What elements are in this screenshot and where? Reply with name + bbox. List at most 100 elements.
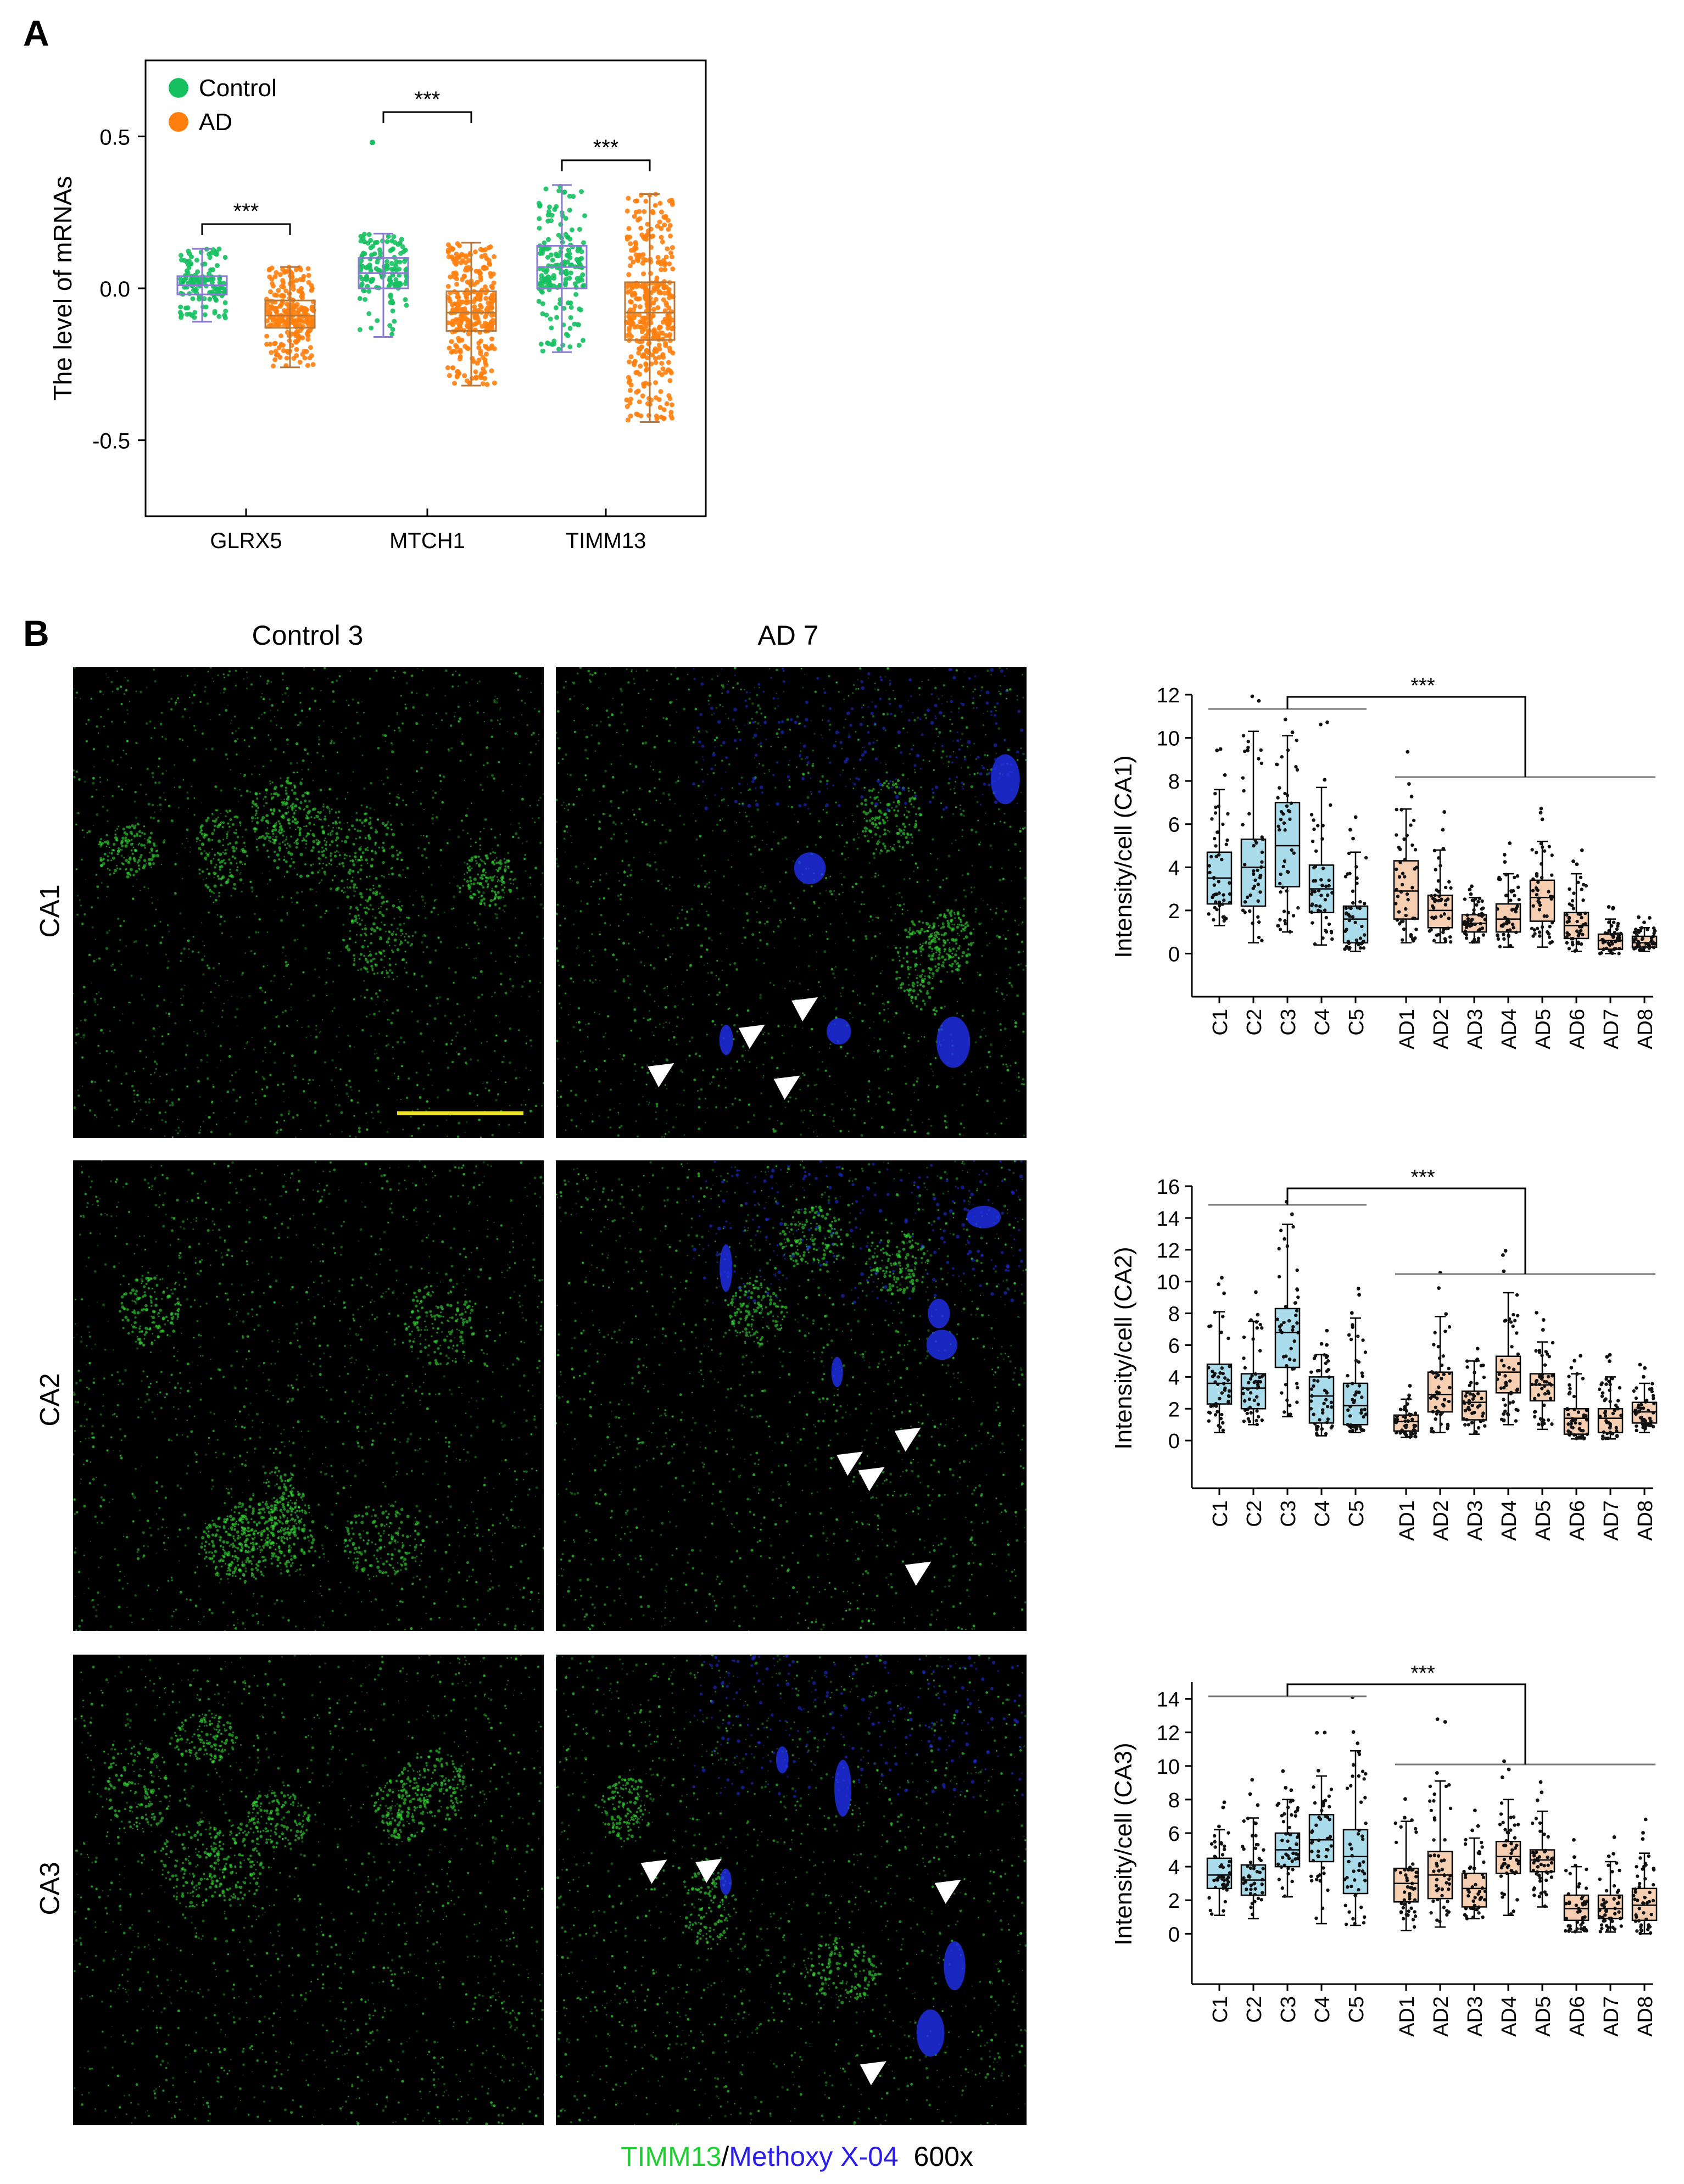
signal-speck <box>382 783 385 785</box>
soma-granule <box>263 798 264 800</box>
signal-speck <box>246 671 248 673</box>
soma-granule <box>351 869 355 873</box>
data-point <box>545 213 551 218</box>
signal-speck <box>841 748 843 750</box>
signal-speck <box>986 1132 988 1135</box>
signal-speck <box>417 667 419 669</box>
signal-speck <box>155 908 157 911</box>
signal-speck <box>873 856 876 859</box>
data-point <box>202 261 208 267</box>
signal-speck <box>428 1004 432 1007</box>
soma-granule <box>485 872 487 874</box>
signal-speck <box>419 1096 422 1099</box>
signal-speck <box>369 888 372 891</box>
signal-speck <box>667 739 671 742</box>
signal-speck <box>525 1066 527 1069</box>
signal-speck <box>762 1063 765 1066</box>
signal-speck <box>77 1089 79 1091</box>
soma-granule <box>370 858 374 861</box>
soma-granule <box>334 839 337 842</box>
soma-granule <box>396 907 398 909</box>
soma-granule <box>510 882 512 884</box>
data-point <box>178 304 183 310</box>
signal-speck <box>75 770 78 773</box>
soma-granule <box>359 868 363 872</box>
signal-speck <box>666 1059 669 1062</box>
signal-speck <box>235 684 237 687</box>
signal-speck <box>494 836 497 839</box>
signal-speck <box>630 1030 633 1032</box>
signal-speck <box>873 1037 875 1038</box>
soma-granule <box>272 808 276 812</box>
signal-speck <box>795 966 798 968</box>
signal-speck <box>627 913 629 915</box>
data-point <box>632 325 638 330</box>
soma-granule <box>150 857 154 861</box>
signal-speck <box>627 864 631 867</box>
signal-speck <box>698 910 700 912</box>
signal-speck <box>895 893 897 895</box>
data-point <box>661 258 666 263</box>
soma-granule <box>305 843 308 845</box>
signal-speck <box>331 1059 334 1062</box>
signal-speck <box>565 805 568 807</box>
signal-speck <box>904 806 906 808</box>
signal-speck <box>600 846 603 848</box>
signal-speck <box>314 1050 317 1053</box>
signal-speck <box>409 895 410 897</box>
soma-granule <box>204 833 206 835</box>
signal-speck <box>940 1006 943 1009</box>
signal-speck <box>798 723 800 725</box>
soma-granule <box>287 842 289 845</box>
signal-speck <box>413 973 416 975</box>
data-point <box>661 355 666 360</box>
soma-granule <box>352 842 355 846</box>
soma-granule <box>504 865 507 868</box>
signal-speck <box>960 813 963 816</box>
data-point <box>454 374 460 379</box>
signal-speck <box>121 849 123 851</box>
signal-speck <box>402 799 404 802</box>
signal-speck <box>1022 968 1025 971</box>
soma-granule <box>155 850 158 853</box>
signal-speck <box>822 809 824 811</box>
data-point <box>658 389 663 394</box>
signal-speck <box>653 1034 655 1036</box>
signal-speck <box>786 718 789 721</box>
signal-speck <box>356 1101 359 1104</box>
signal-speck <box>894 714 896 717</box>
soma-granule <box>370 826 373 830</box>
signal-speck <box>335 1067 337 1069</box>
soma-granule <box>494 903 497 906</box>
signal-speck <box>269 1074 272 1076</box>
signal-speck <box>316 891 317 892</box>
soma-granule <box>286 847 288 849</box>
signal-speck <box>477 942 480 945</box>
signal-speck <box>674 742 676 744</box>
signal-speck <box>639 931 641 934</box>
signal-speck <box>269 870 270 872</box>
soma-granule <box>268 836 272 840</box>
signal-speck <box>386 776 389 779</box>
soma-granule <box>304 863 306 866</box>
signal-speck <box>863 1121 866 1124</box>
data-point <box>306 272 311 278</box>
soma-granule <box>109 846 110 848</box>
signal-speck <box>976 1093 978 1096</box>
signal-speck <box>1016 933 1019 936</box>
signal-speck <box>270 719 272 722</box>
signal-speck <box>693 812 694 814</box>
signal-speck <box>671 974 672 975</box>
soma-granule <box>328 844 331 846</box>
signal-speck <box>777 1120 778 1121</box>
signal-speck <box>164 798 166 801</box>
signal-speck <box>961 1014 964 1017</box>
signal-speck <box>170 1002 172 1003</box>
signal-speck <box>674 986 677 987</box>
soma-granule <box>388 873 390 875</box>
x-tick-label-timm13: TIMM13 <box>566 529 646 553</box>
signal-speck <box>748 1049 749 1052</box>
signal-speck <box>575 1125 578 1127</box>
signal-speck <box>824 857 827 858</box>
signal-speck <box>522 842 523 844</box>
